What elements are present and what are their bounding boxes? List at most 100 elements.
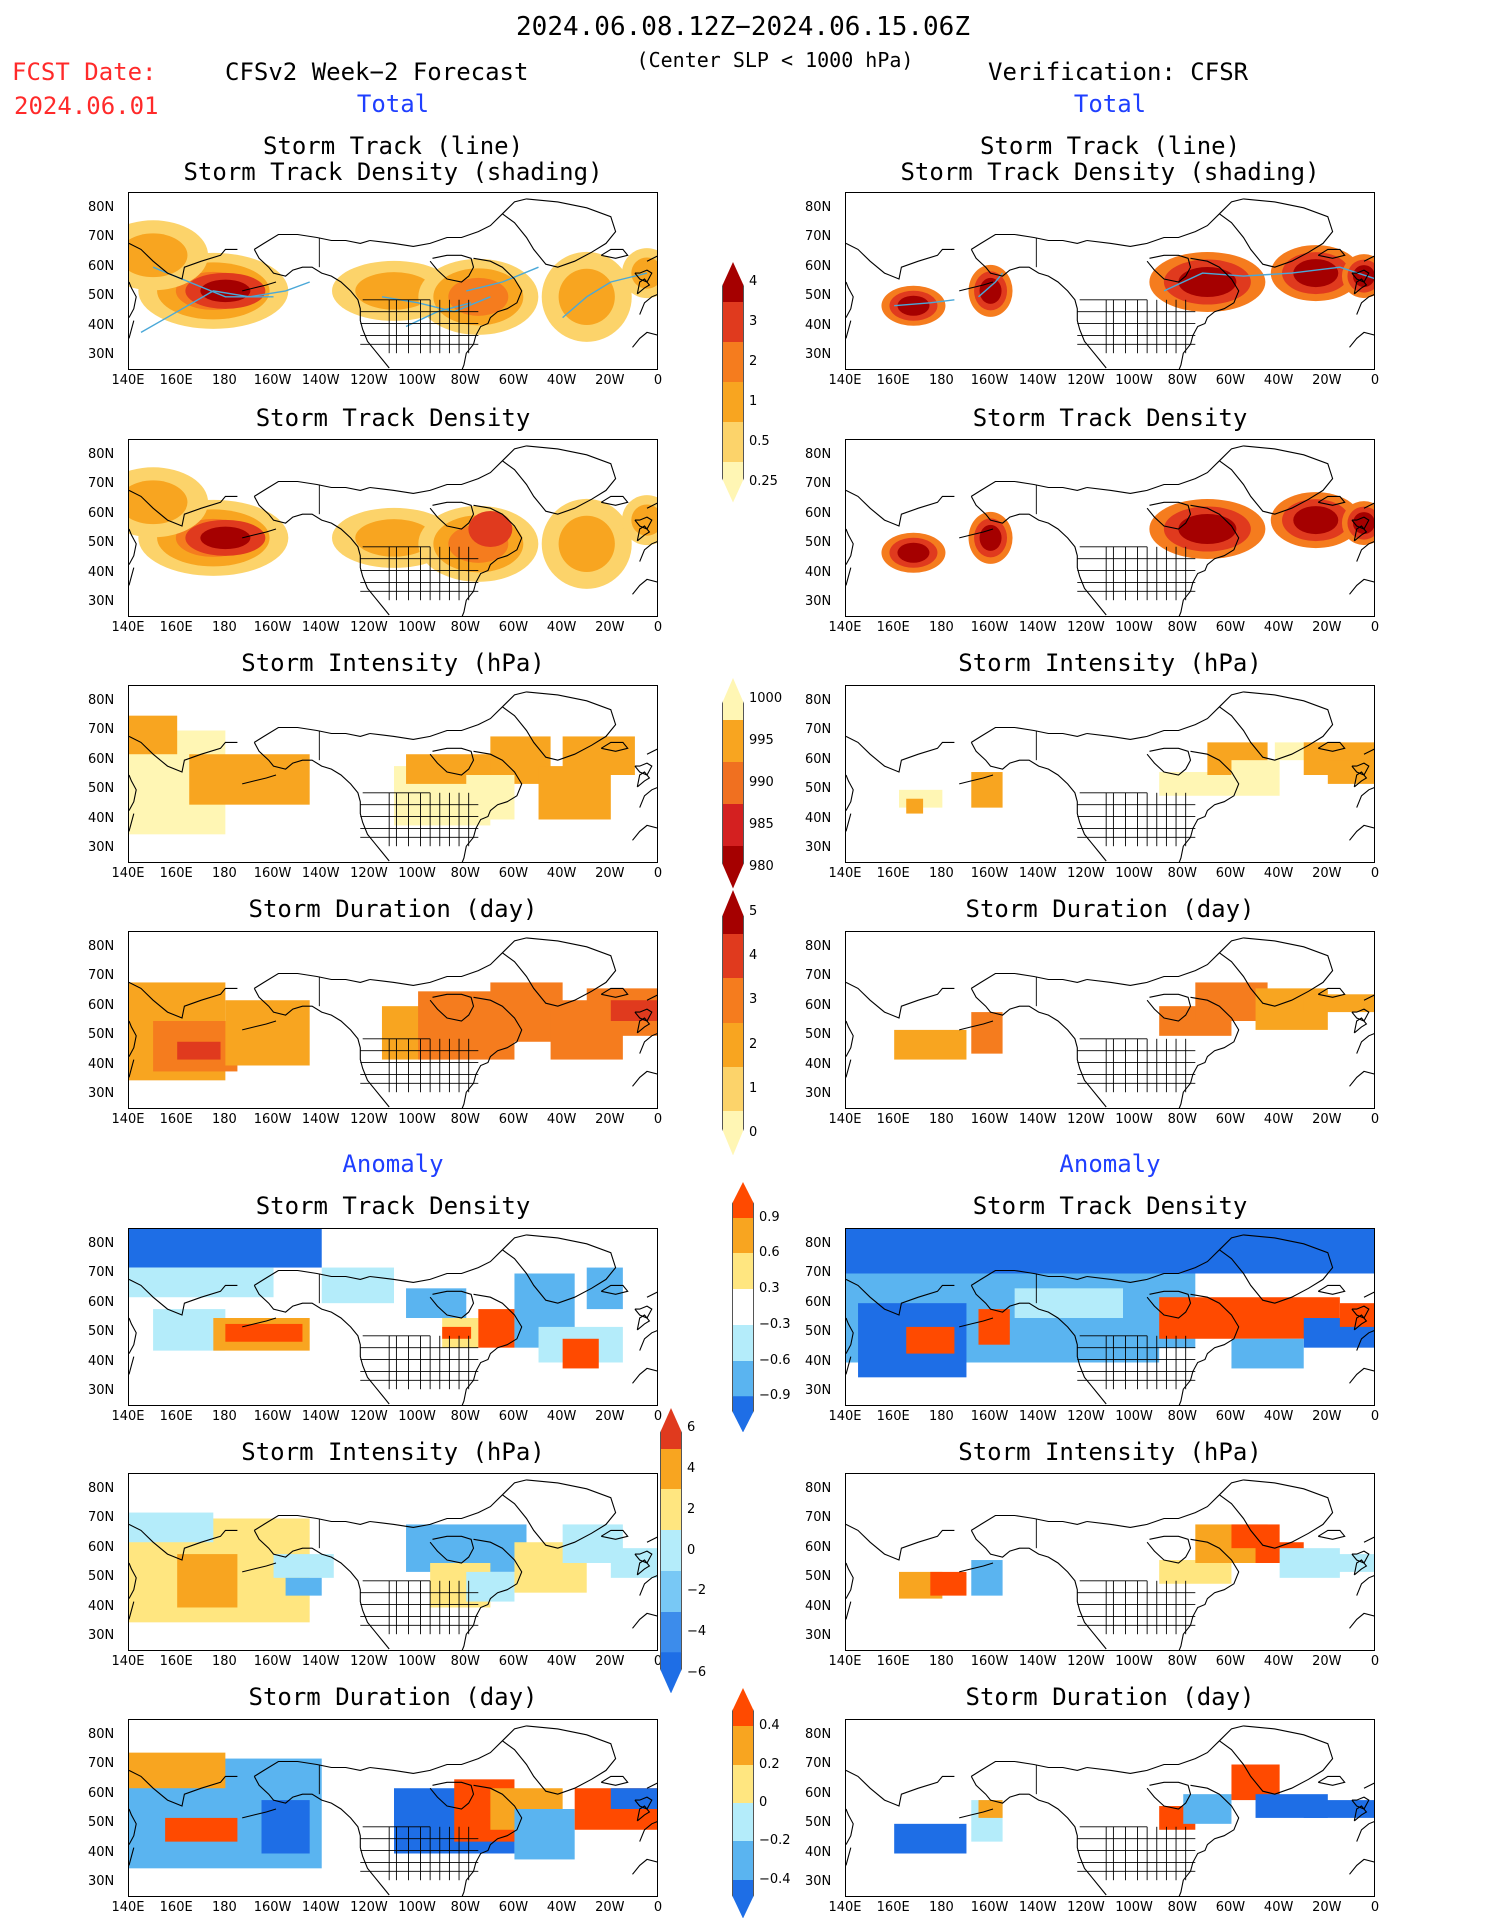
map-svg <box>846 1229 1374 1405</box>
lon-tick-label: 160W <box>970 1112 1009 1127</box>
lat-tick-label: 70N <box>88 722 115 738</box>
lon-tick-label: 80W <box>1167 620 1197 635</box>
lon-tick-label: 20W <box>595 1654 625 1669</box>
density-shading <box>129 480 188 525</box>
lat-tick-label: 80N <box>88 1481 115 1496</box>
lon-tick-label: 160E <box>159 1654 193 1669</box>
map-panel-track-line-right <box>845 192 1375 370</box>
grid-cell <box>177 1554 238 1608</box>
lat-tick-label: 60N <box>88 751 115 767</box>
lat-tick-label: 80N <box>805 1727 832 1742</box>
density-shading <box>1178 267 1237 297</box>
colorbar-segment <box>722 462 744 503</box>
colorbar-segment <box>722 804 744 847</box>
lon-tick-label: 60W <box>1215 1409 1246 1424</box>
lon-tick-label: 20W <box>595 866 625 881</box>
map-panel-anom-intensity-left <box>128 1473 658 1651</box>
coastline <box>129 445 657 616</box>
grid-cell <box>562 1338 599 1369</box>
lon-tick-label: 100W <box>398 1654 436 1669</box>
grid-cell <box>321 1267 394 1304</box>
density-shading <box>897 295 930 316</box>
lat-tick-label: 70N <box>805 968 832 984</box>
lat-tick-label: 50N <box>805 1815 832 1831</box>
lon-tick-label: 100W <box>1115 1654 1153 1669</box>
lat-tick-label: 80N <box>88 447 115 462</box>
colorbar-segment <box>732 1253 754 1290</box>
density-shading <box>897 542 930 563</box>
lon-tick-label: 140W <box>301 1409 340 1424</box>
lon-tick-label: 120W <box>350 1112 388 1127</box>
lat-tick-label: 60N <box>88 258 115 274</box>
colorbar-segment <box>722 720 744 763</box>
figure-subtitle: (Center SLP < 1000 hPa) <box>636 48 914 72</box>
lat-tick-label: 80N <box>88 693 115 708</box>
colorbar-label: 0.4 <box>759 1718 780 1734</box>
map-svg <box>129 691 657 862</box>
lat-tick-label: 70N <box>88 229 115 245</box>
lon-tick-label: 20W <box>1312 620 1342 635</box>
lon-tick-label: 140E <box>111 866 145 881</box>
lat-tick-label: 60N <box>88 1785 115 1801</box>
lon-tick-label: 180 <box>211 1654 237 1669</box>
map-panel-density-left <box>128 439 658 617</box>
lon-tick-label: 140W <box>1018 620 1057 635</box>
title-track-shading-right: Storm Track Density (shading) <box>900 158 1320 186</box>
storm-track-line <box>140 281 310 334</box>
colorbar-segment <box>722 678 744 721</box>
colorbar-label: 2 <box>749 1036 758 1052</box>
lat-tick-label: 50N <box>88 1324 115 1340</box>
lon-tick-label: 20W <box>595 373 625 388</box>
storm-track-line <box>894 299 955 307</box>
map-panel-duration-left <box>128 931 658 1109</box>
grid-cell <box>1303 994 1374 1013</box>
lon-tick-label: 140W <box>301 620 340 635</box>
lon-tick-label: 60W <box>498 620 529 635</box>
grid-cell <box>129 1512 214 1543</box>
lon-tick-label: 160W <box>970 1900 1009 1915</box>
lat-tick-label: 80N <box>88 200 115 215</box>
lon-tick-label: 160W <box>253 1654 292 1669</box>
coastline <box>129 937 657 1108</box>
lat-tick-label: 40N <box>88 1353 115 1369</box>
colorbar-anom-duration <box>732 1688 754 1919</box>
title-anom-duration-left: Storm Duration (day) <box>248 1683 538 1711</box>
right-column-title: Verification: CFSR <box>988 58 1249 86</box>
grid-cell <box>478 1309 515 1348</box>
lat-tick-label: 50N <box>805 1324 832 1340</box>
colorbar-label: 980 <box>749 859 774 874</box>
lat-tick-label: 60N <box>805 258 832 274</box>
lon-tick-label: 100W <box>398 1112 436 1127</box>
map-svg <box>129 1479 657 1650</box>
lon-tick-label: 160W <box>253 1409 292 1424</box>
title-track-line-right: Storm Track (line) <box>979 132 1241 160</box>
lat-tick-label: 30N <box>805 347 832 362</box>
lon-tick-label: 180 <box>211 1900 237 1915</box>
colorbar-label: 0 <box>687 1542 696 1558</box>
lon-tick-label: 20W <box>595 1112 625 1127</box>
lon-tick-label: 40W <box>1263 1409 1294 1424</box>
density-shading <box>558 515 615 572</box>
lon-tick-label: 160E <box>876 373 910 388</box>
lon-tick-label: 100W <box>1115 373 1153 388</box>
colorbar-segment <box>732 1803 754 1842</box>
colorbar-segment <box>732 1324 754 1362</box>
grid-cell <box>1183 1794 1232 1824</box>
lon-tick-label: 40W <box>1263 1112 1294 1127</box>
lat-tick-label: 80N <box>805 447 832 462</box>
map-panel-anom-intensity-right <box>845 1473 1375 1651</box>
lon-tick-label: 40W <box>546 620 577 635</box>
lon-tick-label: 180 <box>928 620 954 635</box>
lon-tick-label: 160W <box>970 373 1009 388</box>
lon-tick-label: 120W <box>1067 1900 1105 1915</box>
grid-cell <box>1014 1288 1124 1318</box>
map-panel-intensity-right <box>845 685 1375 863</box>
colorbar-segment <box>732 1764 754 1804</box>
lon-tick-label: 160E <box>159 1900 193 1915</box>
title-anom-intensity-left: Storm Intensity (hPa) <box>241 1438 545 1466</box>
lon-tick-label: 140W <box>301 1112 340 1127</box>
lat-tick-label: 70N <box>805 1265 832 1281</box>
colorbar-segment <box>722 422 744 463</box>
lat-tick-label: 50N <box>88 1569 115 1585</box>
lat-tick-label: 40N <box>805 1056 832 1072</box>
